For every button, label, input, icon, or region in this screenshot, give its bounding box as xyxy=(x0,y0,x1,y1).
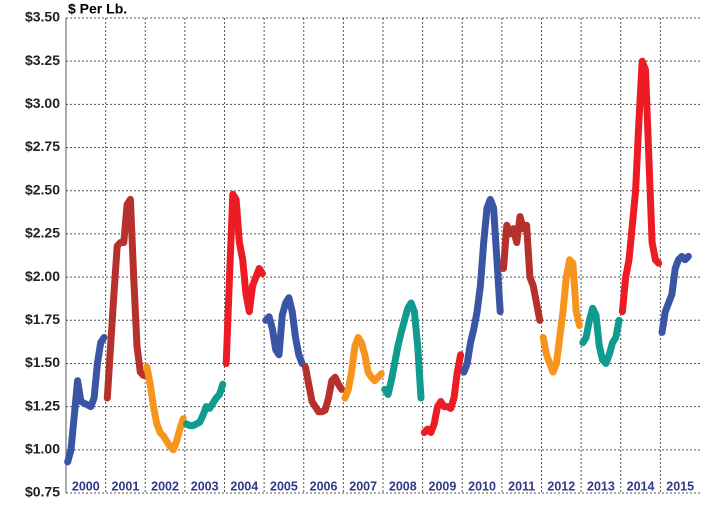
x-tick-label: 2013 xyxy=(587,479,615,493)
y-tick-label: $3.25 xyxy=(25,52,60,68)
y-axis-label: $ Per Lb. xyxy=(68,1,127,17)
y-tick-label: $1.50 xyxy=(25,354,60,370)
y-tick-label: $1.75 xyxy=(25,311,60,327)
price-line xyxy=(341,334,385,402)
x-tick-label: 2009 xyxy=(429,479,457,493)
y-tick-label: $2.50 xyxy=(25,181,60,197)
x-tick-label: 2001 xyxy=(112,479,140,493)
price-line xyxy=(143,363,187,454)
price-line xyxy=(579,304,623,367)
price-line xyxy=(500,213,544,324)
price-line xyxy=(618,57,663,316)
price-line xyxy=(420,351,465,436)
y-tick-label: $2.75 xyxy=(25,138,60,154)
y-tick-label: $2.25 xyxy=(25,225,60,241)
x-tick-label: 2006 xyxy=(310,479,338,493)
x-tick-label: 2012 xyxy=(547,479,575,493)
x-tick-label: 2004 xyxy=(230,479,258,493)
x-tick-label: 2010 xyxy=(468,479,496,493)
price-line xyxy=(301,363,346,416)
x-tick-label: 2000 xyxy=(72,479,100,493)
x-tick-label: 2005 xyxy=(270,479,298,493)
x-tick-label: 2007 xyxy=(349,479,377,493)
price-line xyxy=(539,256,583,376)
price-line xyxy=(262,294,306,367)
price-line xyxy=(64,334,108,466)
price-line xyxy=(381,299,425,402)
y-tick-label: $1.25 xyxy=(25,397,60,413)
price-line xyxy=(103,195,148,402)
y-tick-label: $3.00 xyxy=(25,95,60,111)
x-tick-label: 2003 xyxy=(191,479,219,493)
price-line xyxy=(183,380,227,430)
x-tick-label: 2008 xyxy=(389,479,417,493)
price-line xyxy=(460,195,504,376)
y-tick-label: $1.00 xyxy=(25,441,60,457)
y-tick-label: $2.00 xyxy=(25,268,60,284)
x-tick-label: 2002 xyxy=(151,479,179,493)
x-tick-label: 2014 xyxy=(627,479,655,493)
price-line xyxy=(222,190,266,367)
x-tick-label: 2011 xyxy=(508,479,535,493)
x-tick-label: 2015 xyxy=(666,479,694,493)
y-tick-label: $0.75 xyxy=(25,484,60,500)
price-line xyxy=(658,252,692,336)
y-tick-label: $3.50 xyxy=(25,9,60,25)
